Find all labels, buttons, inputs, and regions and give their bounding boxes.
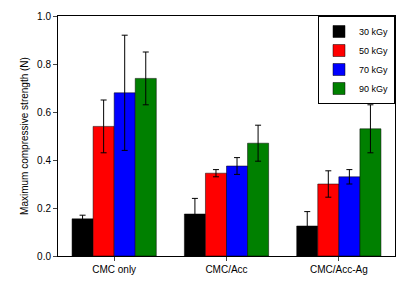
svg-text:90 kGy: 90 kGy: [359, 84, 388, 94]
svg-text:1.0: 1.0: [37, 11, 51, 22]
svg-text:0.2: 0.2: [37, 203, 51, 214]
svg-text:0.6: 0.6: [37, 107, 51, 118]
svg-text:0.8: 0.8: [37, 59, 51, 70]
svg-text:70 kGy: 70 kGy: [359, 65, 388, 75]
svg-text:30 kGy: 30 kGy: [359, 27, 388, 37]
svg-text:CMC only: CMC only: [92, 264, 136, 275]
svg-text:CMC/Acc: CMC/Acc: [205, 264, 247, 275]
svg-text:Maximum compressive strength (: Maximum compressive strength (N): [19, 57, 30, 215]
svg-text:0.4: 0.4: [37, 155, 51, 166]
svg-text:50 kGy: 50 kGy: [359, 46, 388, 56]
svg-text:CMC/Acc-Ag: CMC/Acc-Ag: [310, 264, 368, 275]
svg-text:0.0: 0.0: [37, 251, 51, 262]
